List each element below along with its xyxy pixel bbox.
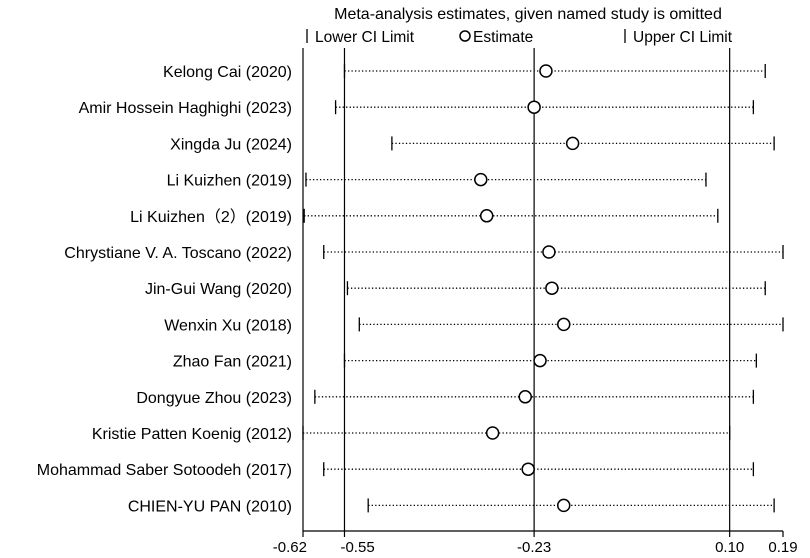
legend: Lower CI Limit Estimate Upper CI Limit [306, 29, 733, 46]
x-tick-label-0: -0.62 [273, 539, 307, 553]
study-label: Kristie Patten Koenig (2012) [92, 426, 292, 443]
study-label: CHIEN-YU PAN (2010) [128, 498, 292, 515]
x-tick-label-3: 0.10 [715, 539, 744, 553]
study-label: Mohammad Saber Sotoodeh (2017) [37, 462, 292, 479]
estimate-point [565, 136, 580, 151]
estimate-point [521, 462, 535, 476]
estimate-point [518, 390, 532, 404]
legend-estimate-label: Estimate [473, 29, 533, 46]
study-label: Jin-Gui Wang (2020) [145, 281, 292, 298]
study-label: Li Kuizhen (2019) [167, 173, 292, 190]
x-tick-label-2: -0.23 [517, 539, 551, 553]
study-label: Li Kuizhen（2）(2019) [130, 208, 292, 226]
study-label: Amir Hossein Haghighi (2023) [79, 100, 292, 117]
estimate-point [556, 317, 571, 332]
estimate-point [533, 353, 547, 368]
study-label: Wenxin Xu (2018) [164, 317, 292, 334]
legend-lower-label: Lower CI Limit [315, 29, 415, 46]
study-label: Zhao Fan (2021) [173, 354, 292, 371]
estimate-point [556, 498, 571, 513]
estimate-point [545, 281, 559, 295]
estimate-point [485, 426, 500, 440]
legend-upper-label: Upper CI Limit [633, 29, 733, 46]
study-label: Kelong Cai (2020) [163, 64, 292, 81]
study-label: Xingda Ju (2024) [170, 136, 292, 153]
legend-estimate-marker [459, 30, 471, 42]
estimate-point [479, 209, 494, 223]
estimate-point [474, 172, 488, 187]
x-tick-label-1: -0.55 [340, 539, 374, 553]
plot-area: -0.62 -0.55 -0.23 0.10 0.19 Kelong Cai (2020)… [37, 48, 798, 556]
x-tick-label-4: 0.19 [768, 539, 797, 553]
estimate-point [539, 64, 553, 78]
study-label: Chrystiane V. A. Toscano (2022) [64, 245, 292, 262]
chart-title: Meta-analysis estimates, given named stu… [334, 6, 722, 23]
estimate-point [527, 100, 541, 114]
study-label: Dongyue Zhou (2023) [136, 390, 292, 407]
estimate-point [542, 245, 556, 259]
